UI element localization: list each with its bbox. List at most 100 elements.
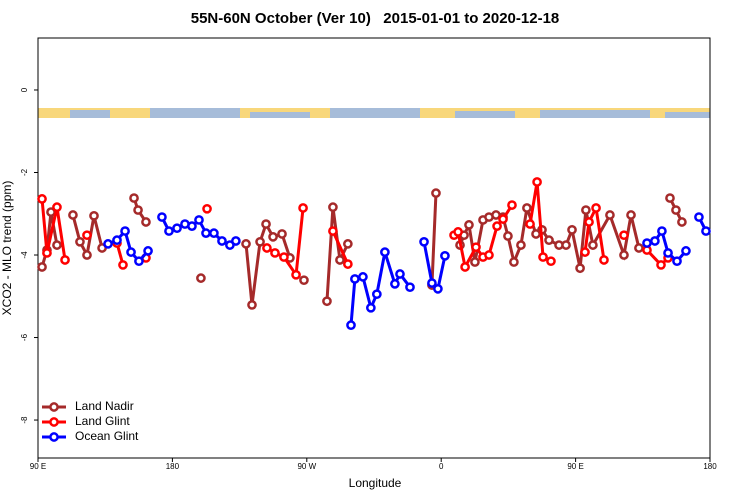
data-point: [538, 252, 548, 262]
data-point: [694, 212, 704, 222]
data-point: [656, 260, 666, 270]
legend-item: Land Glint: [42, 414, 130, 428]
data-point: [588, 240, 598, 250]
data-point: [134, 256, 144, 267]
data-point: [82, 230, 92, 241]
data-point: [328, 202, 338, 213]
data-point: [567, 224, 577, 235]
legend-label: Land Glint: [75, 414, 130, 428]
data-point: [52, 202, 62, 213]
data-point: [366, 302, 376, 313]
data-point: [346, 320, 356, 331]
x-tick-label: 0: [439, 462, 444, 471]
legend-marker: [49, 417, 59, 427]
data-point: [619, 250, 629, 260]
data-point: [129, 193, 139, 203]
data-point: [120, 226, 130, 236]
data-point: [299, 275, 309, 286]
x-axis-label: Longitude: [349, 476, 402, 490]
data-point: [241, 239, 251, 249]
legend-marker: [49, 432, 59, 442]
data-point: [112, 235, 122, 246]
data-point: [516, 240, 526, 250]
data-point: [561, 240, 571, 250]
data-point: [605, 210, 615, 220]
data-point: [141, 217, 151, 227]
data-point: [143, 246, 153, 256]
y-tick-label: -2: [20, 168, 29, 176]
data-point: [343, 239, 353, 249]
data-point: [440, 250, 450, 261]
data-point: [532, 177, 542, 187]
data-point: [89, 210, 99, 221]
data-point: [650, 236, 660, 246]
data-point: [525, 219, 535, 229]
data-point: [433, 283, 443, 294]
data-point: [701, 226, 711, 236]
data-point: [247, 300, 257, 310]
data-point: [395, 269, 405, 279]
data-point: [619, 230, 629, 241]
data-point: [82, 250, 92, 260]
data-point: [584, 217, 594, 227]
x-tick-label: 90 W: [297, 462, 316, 471]
data-point: [270, 248, 280, 258]
data-point: [591, 203, 601, 213]
legend-item: Ocean Glint: [42, 429, 139, 443]
data-point: [580, 247, 590, 257]
data-point: [268, 232, 278, 242]
y-tick-label: -6: [20, 333, 29, 341]
data-point: [255, 236, 265, 247]
data-point: [672, 256, 682, 267]
data-point: [390, 279, 400, 289]
data-point: [164, 226, 174, 236]
data-point: [52, 240, 62, 250]
data-point: [209, 228, 219, 238]
data-point: [37, 194, 47, 204]
data-point: [358, 272, 368, 282]
data-point: [419, 236, 429, 247]
data-point: [453, 227, 463, 237]
y-tick-label: -4: [20, 251, 29, 259]
data-point: [681, 246, 691, 256]
data-point: [231, 236, 241, 246]
data-point: [522, 203, 532, 213]
data-point: [665, 193, 675, 203]
data-point: [671, 205, 681, 215]
data-point: [509, 257, 519, 267]
data-point: [202, 203, 212, 214]
data-point: [335, 255, 345, 265]
data-point: [663, 248, 673, 258]
data-point: [133, 205, 143, 215]
data-point: [503, 231, 513, 241]
data-point: [371, 289, 382, 300]
data-point: [484, 250, 494, 260]
data-point: [60, 255, 70, 265]
data-point: [328, 226, 338, 236]
legend-label: Land Nadir: [75, 399, 134, 413]
data-point: [626, 210, 636, 220]
data-point: [37, 262, 47, 272]
data-point: [599, 255, 609, 265]
data-point: [427, 278, 437, 288]
legend-marker: [49, 402, 59, 412]
data-point: [492, 221, 502, 231]
y-tick-label: 0: [20, 87, 29, 92]
data-point: [277, 229, 287, 239]
data-point: [126, 247, 136, 257]
data-point: [322, 296, 332, 307]
data-point: [657, 226, 667, 236]
y-axis-label: XCO2 - MLO trend (ppm): [0, 181, 14, 316]
data-point: [380, 247, 390, 257]
data-point: [642, 238, 652, 248]
data-point: [42, 248, 52, 258]
data-point: [298, 203, 308, 213]
data-point: [471, 242, 481, 253]
data-point: [201, 228, 211, 238]
data-point: [498, 214, 508, 224]
data-point: [460, 262, 470, 272]
data-point: [507, 200, 517, 210]
x-tick-label: 90 E: [30, 462, 46, 471]
data-point: [157, 212, 167, 222]
data-point: [103, 239, 113, 249]
